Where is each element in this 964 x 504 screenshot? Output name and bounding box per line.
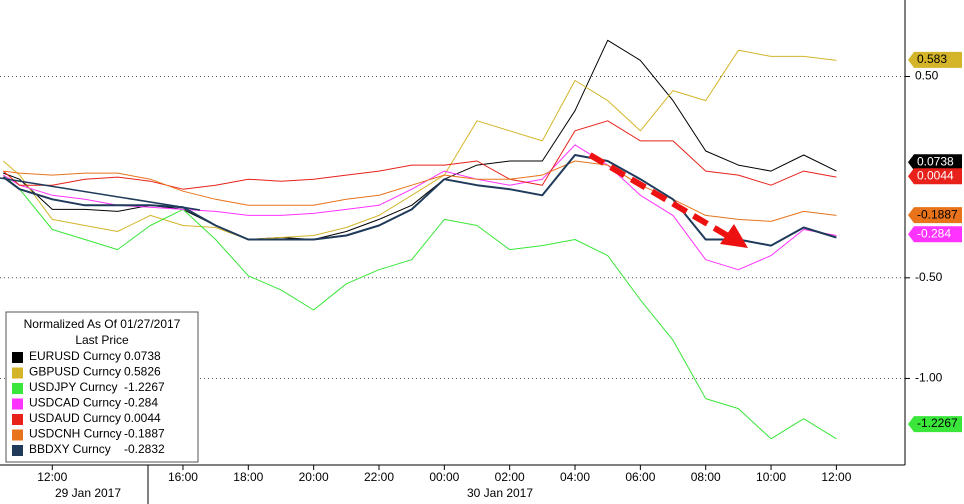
price-tag — [908, 207, 962, 224]
series-line — [2, 174, 837, 440]
legend-label: EURUSD Curncy — [29, 349, 121, 363]
price-tag-label: 0.0044 — [917, 168, 954, 182]
legend-swatch — [12, 445, 23, 456]
legend-swatch — [12, 429, 23, 441]
x-tick-label: 12:00 — [821, 470, 851, 484]
price-tag — [908, 416, 962, 433]
y-tick-label: 0.50 — [915, 69, 939, 83]
legend-value: 0.0044 — [124, 411, 161, 425]
series-line — [3, 160, 837, 222]
price-tags: 0.0738 0.583 -1.2267 -0.284 0.0044 -0.1887 — [908, 51, 962, 433]
legend-value: -0.2832 — [124, 442, 165, 456]
price-tag-label: -0.1887 — [917, 207, 958, 221]
legend-value: -0.284 — [124, 396, 158, 410]
lines — [0, 39, 905, 440]
series-line — [2, 49, 837, 240]
series-line — [2, 120, 837, 190]
price-tag — [908, 154, 962, 171]
legend-value: -1.2267 — [124, 380, 165, 394]
legend-label: USDJPY Curncy — [29, 380, 117, 394]
legend-label: USDCAD Curncy — [29, 396, 121, 410]
legend-value: 0.0738 — [124, 349, 161, 363]
price-tag — [908, 51, 962, 68]
x-tick-label: 20:00 — [299, 470, 329, 484]
legend-swatch — [12, 414, 23, 425]
series-line — [2, 154, 837, 247]
legend-value: 0.5826 — [124, 365, 161, 379]
y-tick-label: -1.00 — [915, 371, 943, 385]
x-tick-label: 10:00 — [756, 470, 786, 484]
trend-arrow-head — [720, 224, 748, 248]
trend-arrow — [588, 152, 730, 239]
date-label: 29 Jan 2017 — [55, 486, 121, 500]
legend-swatch — [12, 383, 23, 394]
x-tick-label: 06:00 — [625, 470, 655, 484]
x-tick-label: 00:00 — [429, 470, 459, 484]
legend: Normalized As Of 01/27/2017 Last Price E… — [5, 311, 199, 463]
price-tag-label: 0.0738 — [917, 154, 954, 168]
legend-subtitle: Last Price — [75, 333, 129, 347]
legend-label: BBDXY Curncy — [29, 442, 111, 456]
x-tick-label: 02:00 — [495, 470, 525, 484]
price-tag-label: -0.284 — [917, 226, 951, 240]
price-tag-label: 0.583 — [917, 52, 947, 66]
price-tag — [908, 168, 962, 185]
x-tick-label: 04:00 — [560, 470, 590, 484]
x-tick-label: 08:00 — [691, 470, 721, 484]
date-label: 30 Jan 2017 — [467, 486, 533, 500]
legend-swatch — [12, 352, 23, 363]
x-tick-label: 22:00 — [364, 470, 394, 484]
legend-label: GBPUSD Curncy — [29, 365, 121, 379]
legend-title: Normalized As Of 01/27/2017 — [24, 317, 181, 331]
x-tick-label: 18:00 — [233, 470, 263, 484]
legend-label: USDAUD Curncy — [29, 411, 121, 425]
legend-swatch — [12, 398, 23, 410]
x-tick-label: 16:00 — [168, 470, 198, 484]
series-line — [3, 39, 837, 240]
price-tag-label: -1.2267 — [917, 416, 958, 430]
price-tag — [908, 226, 962, 243]
trend-line — [0, 177, 201, 211]
legend-value: -0.1887 — [124, 427, 165, 441]
y-tick-label: -0.50 — [915, 270, 943, 284]
legend-box — [5, 311, 199, 463]
legend-label: USDCNH Curncy — [29, 427, 122, 441]
x-tick-label: 12:00 — [37, 470, 67, 484]
legend-swatch — [12, 367, 23, 379]
